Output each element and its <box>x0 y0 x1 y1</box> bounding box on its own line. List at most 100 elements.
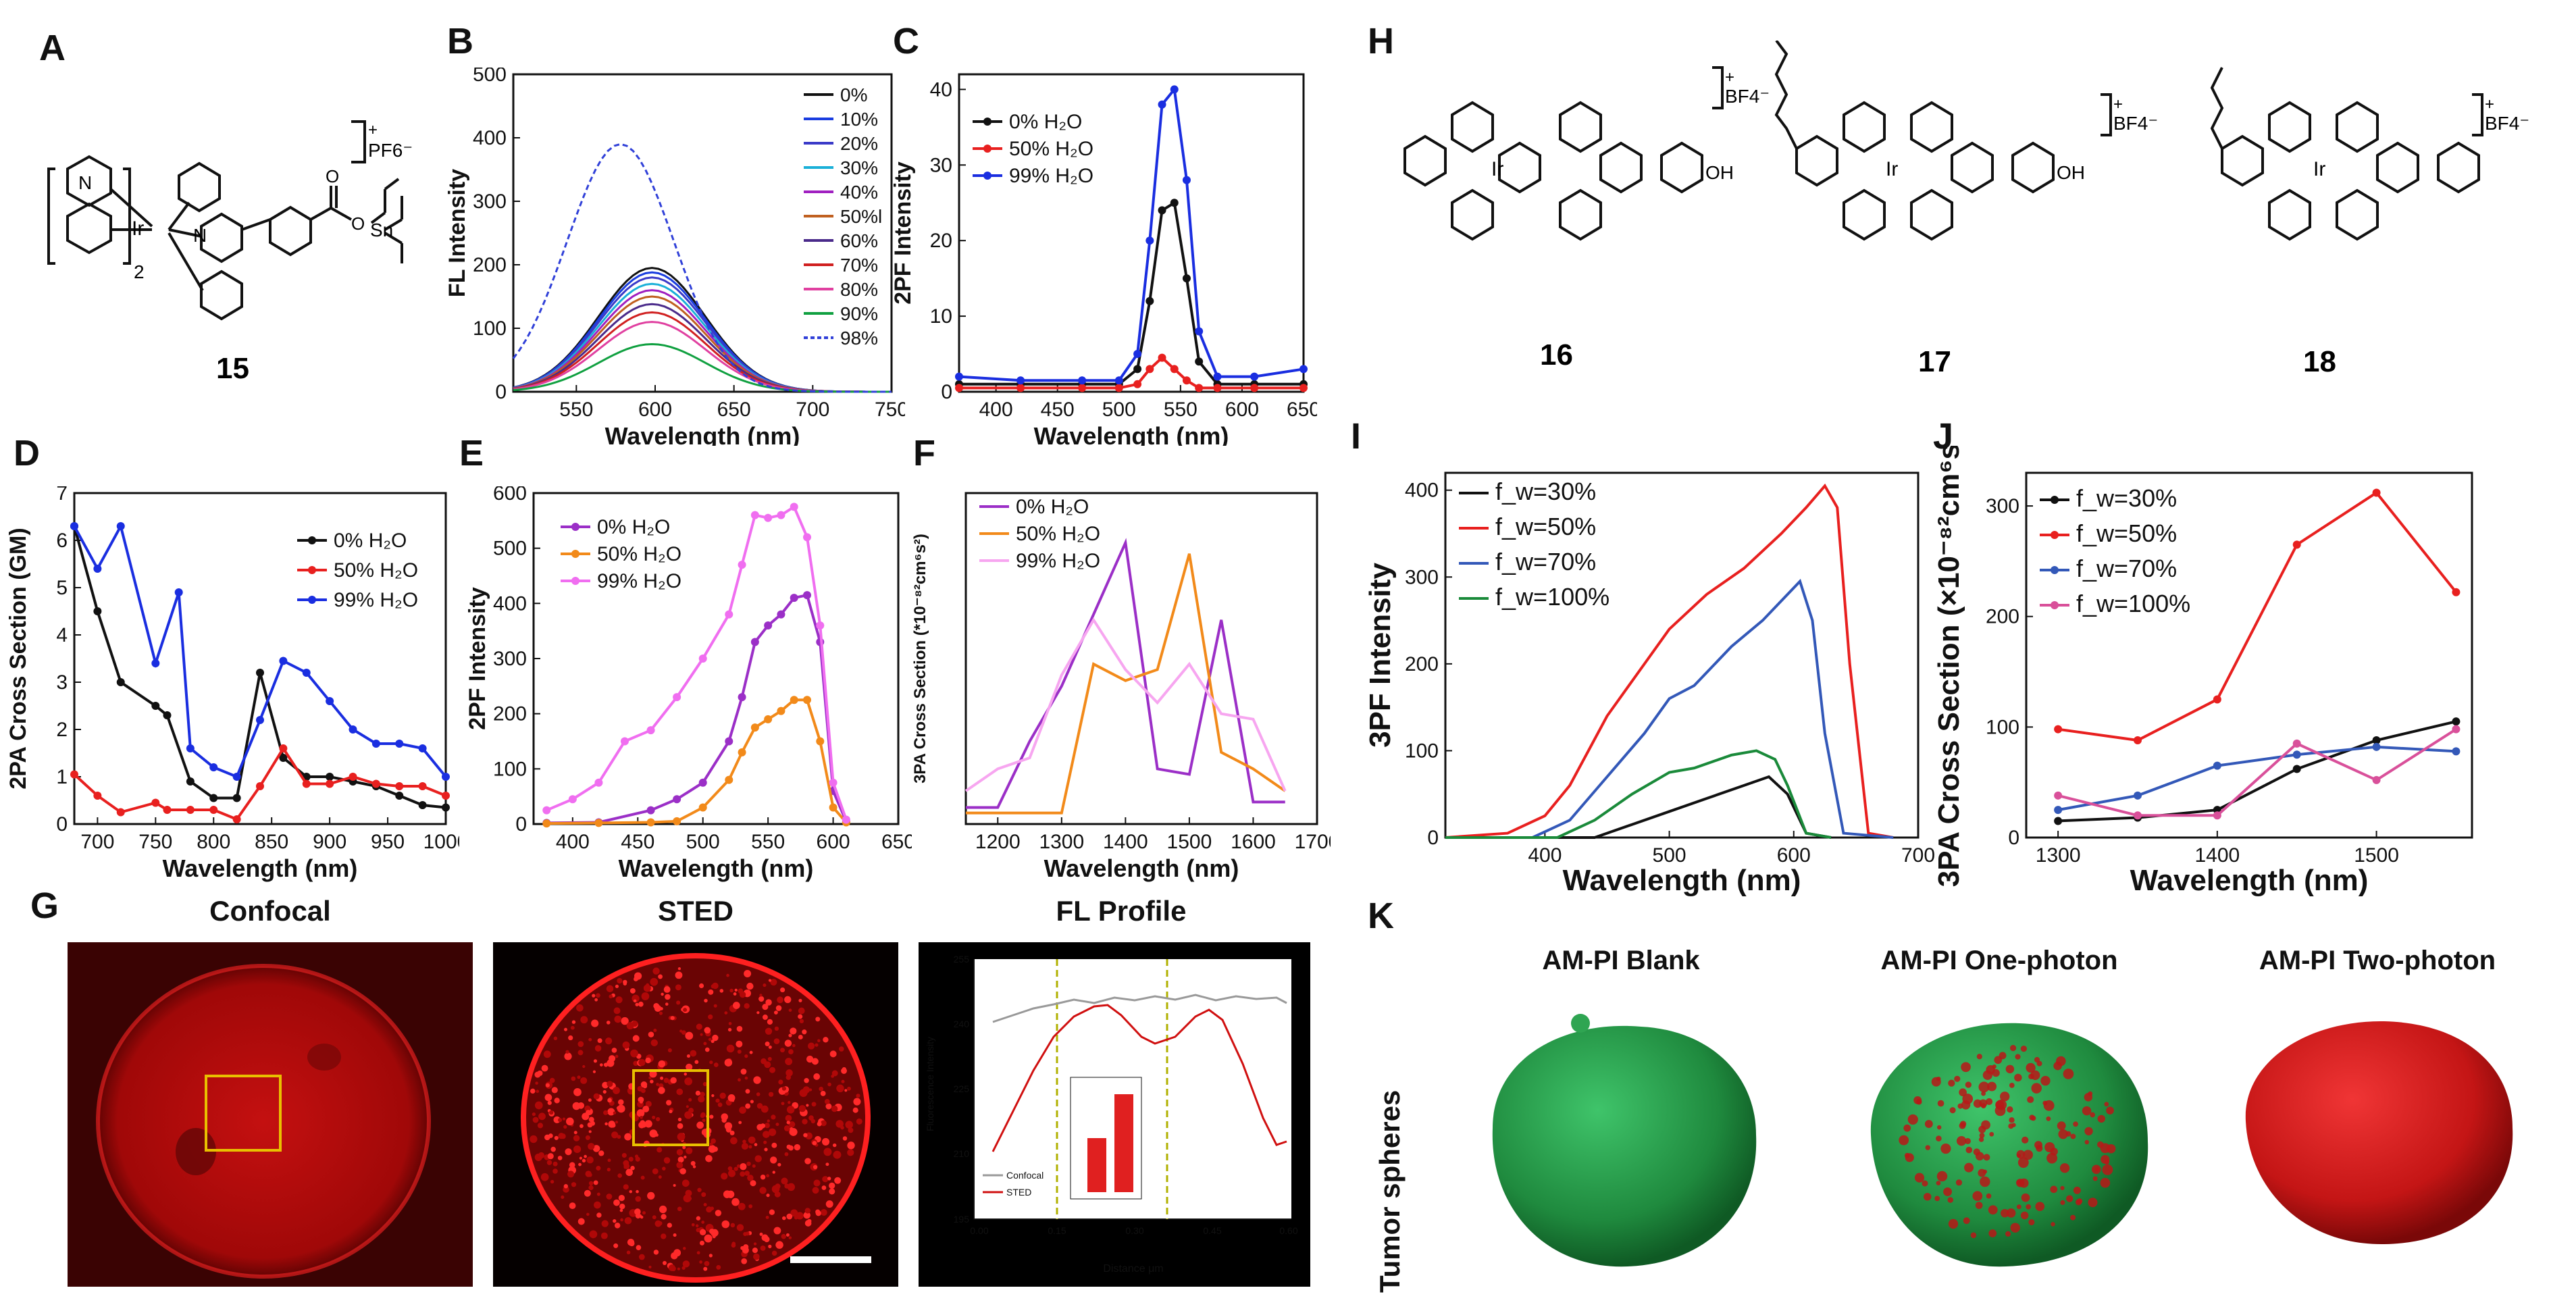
chart-d-point <box>93 565 102 573</box>
sted-speckle <box>630 1166 635 1171</box>
chart-d-ytick-label: 4 <box>56 624 68 646</box>
sted-speckle <box>721 1113 728 1121</box>
one-photon-red-speck <box>1949 1107 1956 1114</box>
chart-e-point <box>842 815 850 824</box>
one-photon-red-speck <box>2028 1073 2034 1079</box>
chart-e-ytick-label: 100 <box>493 758 527 780</box>
sted-speckle <box>778 1079 783 1085</box>
one-photon-red-speck <box>2104 1102 2109 1107</box>
sted-speckle <box>634 972 642 980</box>
sted-speckle <box>638 1254 645 1260</box>
compound-16-label: 16 <box>1540 338 1573 371</box>
chart-e-point <box>568 795 577 804</box>
chart-d-point <box>70 522 78 530</box>
sted-speckle <box>652 1215 656 1220</box>
sted-speckle <box>821 1137 830 1146</box>
chart-c-point <box>1213 384 1222 392</box>
one-photon-red-speck <box>1948 1079 1955 1087</box>
one-photon-red-speck <box>1940 1143 1951 1154</box>
chart-c-point <box>1016 384 1025 392</box>
sted-speckle <box>827 1082 831 1087</box>
sted-speckle <box>621 1152 627 1158</box>
sted-speckle <box>768 1128 777 1136</box>
chart-c-point <box>1078 376 1087 385</box>
sted-speckle <box>573 1135 580 1141</box>
sted-speckle <box>704 998 708 1003</box>
chart-d-point <box>186 777 195 786</box>
sted-speckle <box>545 1083 550 1087</box>
one-photon-red-speck <box>1956 1136 1967 1146</box>
sted-speckle <box>563 1027 567 1031</box>
one-photon-red-speck <box>2034 1056 2040 1063</box>
sted-speckle <box>604 1122 608 1126</box>
sted-speckle <box>806 1055 814 1063</box>
chart-d-point <box>151 659 160 667</box>
sted-speckle <box>611 1048 617 1053</box>
sted-speckle <box>613 1199 620 1206</box>
am-pi-blank-title: AM-PI Blank <box>1542 946 1700 975</box>
sted-speckle <box>786 1213 793 1220</box>
sted-speckle <box>759 1187 767 1194</box>
sted-speckle <box>696 1227 700 1233</box>
one-photon-red-speck <box>2021 1136 2029 1144</box>
chart-b-legend-label: 30% <box>840 157 878 178</box>
chart-d-point <box>256 669 264 677</box>
sted-speckle <box>633 999 637 1003</box>
chart-e-point <box>790 594 798 602</box>
one-photon-red-speck <box>2057 1121 2066 1131</box>
sted-speckle <box>569 1202 576 1210</box>
sted-speckle <box>662 1260 667 1265</box>
chart-i-xtick-label: 500 <box>1653 844 1686 867</box>
sted-speckle <box>839 1046 844 1052</box>
ir-atom-17: Ir <box>1886 158 1898 180</box>
sted-speckle <box>564 1052 572 1060</box>
one-photon-red-speck <box>1959 1122 1966 1129</box>
one-photon-red-speck <box>2026 1062 2036 1073</box>
sted-speckle <box>596 1192 600 1196</box>
sted-roi-box <box>632 1069 709 1146</box>
sted-speckle <box>831 1105 838 1112</box>
chart-f-legend-label: 99% H₂O <box>1016 550 1100 572</box>
chart-j-point <box>2054 725 2063 734</box>
sted-speckle <box>690 1050 697 1057</box>
sted-speckle <box>763 983 767 987</box>
sted-speckle <box>681 1030 686 1035</box>
panel-label-i: I <box>1351 416 1362 457</box>
sted-speckle <box>760 1246 766 1251</box>
chart-c-point <box>1213 372 1222 381</box>
sted-speckle <box>627 1239 635 1246</box>
one-photon-red-speck <box>1943 1187 1953 1196</box>
counter-ion-15: PF6⁻ <box>368 140 412 161</box>
one-photon-red-speck <box>1961 1062 1971 1073</box>
n-label-15: N <box>193 225 207 246</box>
one-photon-red-speck <box>2050 1185 2058 1194</box>
sted-speckle <box>704 1047 710 1052</box>
one-photon-red-speck <box>2100 1143 2111 1154</box>
chart-d-point <box>116 522 125 530</box>
sted-speckle <box>847 1141 855 1150</box>
chart-j-point <box>2292 739 2301 748</box>
chart-e-point <box>777 610 785 619</box>
sted-speckle <box>723 1191 730 1198</box>
chart-c-point <box>955 384 963 392</box>
sted-speckle <box>786 1144 792 1150</box>
sted-speckle <box>670 1016 675 1021</box>
sted-speckle <box>656 1116 661 1122</box>
sted-speckle <box>728 1169 736 1177</box>
sted-speckle <box>704 1234 713 1243</box>
sted-speckle <box>540 1173 549 1181</box>
one-photon-red-speck <box>1934 1196 1940 1202</box>
sted-speckle <box>745 1231 750 1236</box>
one-photon-red-speck <box>2016 1204 2021 1210</box>
one-photon-red-speck <box>2046 1116 2051 1121</box>
compound-18-label: 18 <box>2303 345 2336 378</box>
sted-speckle <box>699 1229 706 1235</box>
sted-speckle <box>543 1050 551 1058</box>
chart-b-ytick-label: 300 <box>473 190 507 213</box>
chart-j-ytick-label: 200 <box>1986 606 2019 628</box>
sted-speckle <box>779 987 785 993</box>
one-photon-red-speck <box>2051 1222 2055 1227</box>
one-photon-red-speck <box>2031 1083 2042 1094</box>
sted-speckle <box>750 1100 754 1104</box>
sted-speckle <box>765 1041 770 1047</box>
